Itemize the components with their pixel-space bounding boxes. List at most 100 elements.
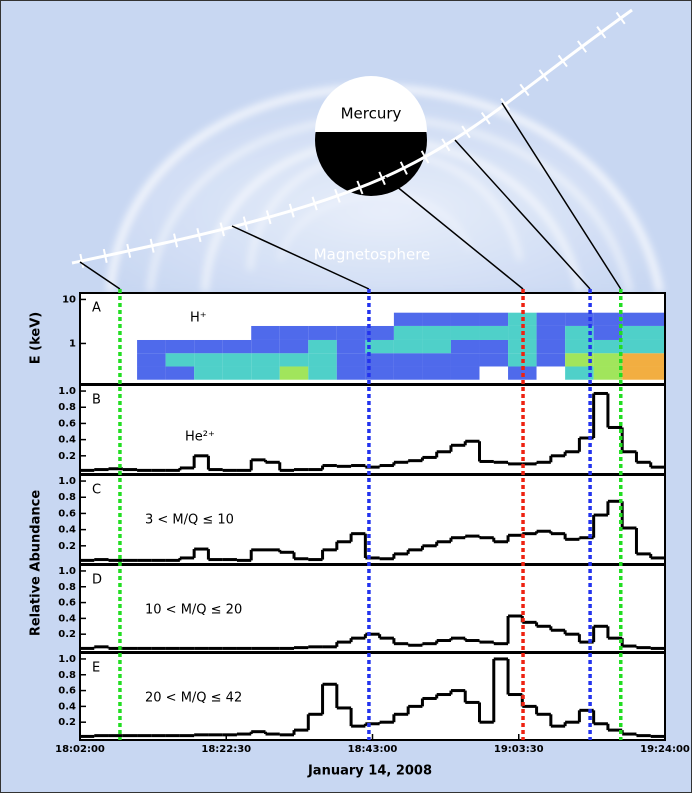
spectrogram-cell bbox=[280, 353, 309, 366]
panel-frame bbox=[80, 385, 665, 474]
spectrogram-cell bbox=[223, 366, 252, 379]
spectrogram-cell bbox=[223, 313, 252, 326]
x-tick-label: 19:03:30 bbox=[494, 744, 544, 755]
spectrogram-cell bbox=[308, 366, 337, 379]
spectrogram-cell bbox=[137, 366, 166, 379]
panel-letter: C bbox=[92, 483, 101, 498]
y-axis-label-energy: E (keV) bbox=[29, 312, 44, 364]
spectrogram-cell bbox=[594, 340, 623, 353]
spectrogram-cell bbox=[451, 353, 480, 366]
panel-letter: A bbox=[92, 301, 101, 316]
series-label: H⁺ bbox=[190, 311, 207, 326]
spectrogram-cell bbox=[480, 313, 509, 326]
spectrogram-cell bbox=[194, 340, 223, 353]
y-tick-label: 0.2 bbox=[58, 629, 76, 640]
spectrogram-cell bbox=[109, 313, 138, 326]
spectrogram-cell bbox=[422, 313, 451, 326]
spectrogram-cell bbox=[308, 326, 337, 340]
spectrogram-cell bbox=[337, 366, 366, 379]
spectrogram-cell bbox=[166, 366, 195, 379]
page: {"diagram": {"planet_label": "Mercury", … bbox=[0, 0, 692, 793]
y-tick-label: 0.2 bbox=[58, 451, 76, 462]
spectrogram-cell bbox=[166, 340, 195, 353]
y-tick-label: 1.0 bbox=[58, 654, 76, 665]
spectrogram-cell bbox=[280, 366, 309, 379]
spectrogram-cell bbox=[223, 326, 252, 340]
y-tick-label: 0.4 bbox=[58, 701, 76, 712]
y-tick-label: 0.4 bbox=[58, 613, 76, 624]
spectrogram-cell bbox=[480, 366, 509, 379]
spectrogram-cell bbox=[622, 326, 665, 340]
spectrogram-cell bbox=[337, 353, 366, 366]
spectrogram-cell bbox=[594, 353, 623, 366]
spectrogram-cell bbox=[337, 313, 366, 326]
spectrogram-cell bbox=[622, 313, 665, 326]
spectrogram-cell bbox=[480, 326, 509, 340]
y-tick-label: 0.4 bbox=[58, 435, 76, 446]
spectrogram-cell bbox=[80, 326, 109, 340]
panel-letter: E bbox=[92, 661, 100, 676]
spectrogram-cell bbox=[308, 353, 337, 366]
series-label: 20 < M/Q ≤ 42 bbox=[145, 691, 242, 706]
spectrogram-cell bbox=[109, 366, 138, 379]
y-tick-label: 0.6 bbox=[58, 686, 76, 697]
spectrogram-cell bbox=[480, 340, 509, 353]
spectrogram-cell bbox=[394, 326, 423, 340]
spectrogram-cell bbox=[308, 340, 337, 353]
y-tick-label: 10 bbox=[62, 294, 76, 305]
spectrogram-cell bbox=[194, 353, 223, 366]
y-axis-label: Relative Abundance bbox=[29, 490, 44, 636]
spectrogram-cell bbox=[451, 366, 480, 379]
x-axis-label: January 14, 2008 bbox=[307, 764, 432, 779]
spectrogram-cell bbox=[251, 340, 280, 353]
y-tick-label: 1.0 bbox=[58, 386, 76, 397]
spectrogram-cell bbox=[537, 366, 566, 379]
spectrogram-cell bbox=[594, 326, 623, 340]
spectrogram-cell bbox=[622, 340, 665, 353]
spectrogram-cell bbox=[109, 340, 138, 353]
spectrogram-cell bbox=[251, 313, 280, 326]
spectrogram-cell bbox=[451, 313, 480, 326]
spectrogram-cell bbox=[594, 366, 623, 379]
spectrogram-cell bbox=[280, 340, 309, 353]
spectrogram-cell bbox=[280, 313, 309, 326]
planet bbox=[315, 76, 427, 196]
series-label: 10 < M/Q ≤ 20 bbox=[145, 603, 242, 618]
spectrogram-cell bbox=[166, 353, 195, 366]
figure: Mercury Magnetosphere January 14, 2008 R… bbox=[0, 0, 692, 793]
spectrogram-cell bbox=[422, 340, 451, 353]
y-tick-label: 0.6 bbox=[58, 598, 76, 609]
spectrogram-cell bbox=[537, 326, 566, 340]
spectrogram-cell bbox=[594, 313, 623, 326]
spectrogram-cell bbox=[337, 326, 366, 340]
spectrogram-cell bbox=[80, 353, 109, 366]
spectrogram-cell bbox=[394, 366, 423, 379]
panel-letter: B bbox=[92, 393, 101, 408]
spectrogram-cell bbox=[394, 313, 423, 326]
spectrogram-cell bbox=[137, 326, 166, 340]
y-tick-label: 1.0 bbox=[58, 566, 76, 577]
y-tick-label: 1 bbox=[69, 338, 76, 349]
y-tick-label: 0.6 bbox=[58, 418, 76, 429]
spectrogram-cell bbox=[537, 353, 566, 366]
spectrogram-cell bbox=[109, 353, 138, 366]
spectrogram-cell bbox=[80, 340, 109, 353]
spectrogram-cell bbox=[251, 326, 280, 340]
spectrogram-cell bbox=[537, 340, 566, 353]
spectrogram-cell bbox=[223, 353, 252, 366]
spectrogram-cell bbox=[451, 340, 480, 353]
spectrogram-cell bbox=[137, 353, 166, 366]
x-tick-label: 18:22:30 bbox=[201, 744, 251, 755]
series-label: 3 < M/Q ≤ 10 bbox=[145, 513, 234, 528]
spectrogram-cell bbox=[137, 340, 166, 353]
spectrogram-cell bbox=[251, 353, 280, 366]
y-tick-label: 0.8 bbox=[58, 670, 76, 681]
spectrogram-cell bbox=[394, 353, 423, 366]
planet-label: Mercury bbox=[341, 105, 402, 123]
spectrogram-cell bbox=[394, 340, 423, 353]
spectrogram-cell bbox=[109, 326, 138, 340]
spectrogram-cell bbox=[251, 366, 280, 379]
y-tick-label: 0.8 bbox=[58, 402, 76, 413]
spectrogram-cell bbox=[137, 313, 166, 326]
y-tick-label: 0.8 bbox=[58, 582, 76, 593]
